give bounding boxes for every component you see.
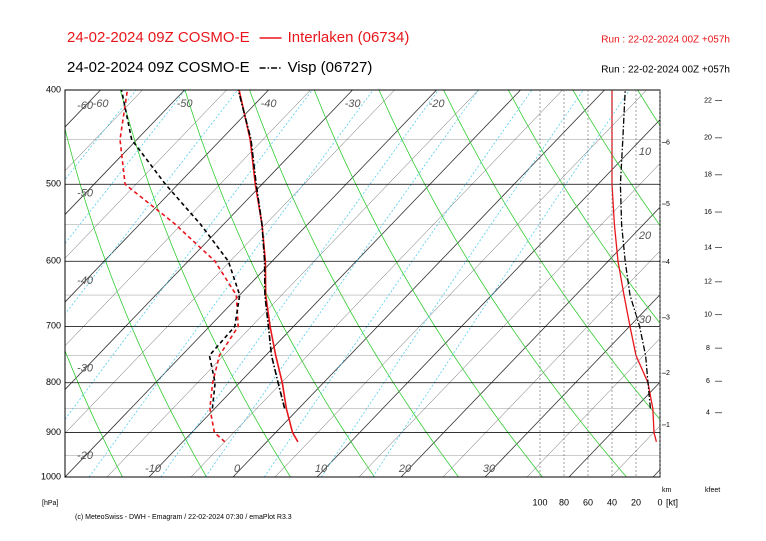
- kfeet-tick-label: 12: [704, 279, 712, 286]
- isotherm: [65, 90, 395, 434]
- isotherm: [65, 90, 143, 172]
- isotherm-label: 30: [483, 463, 496, 475]
- legend-model: 24-02-2024 09Z COSMO-E: [67, 59, 250, 76]
- isotherm: [232, 90, 605, 477]
- kfeet-tick-label: 14: [704, 245, 712, 252]
- isotherm: [106, 90, 479, 477]
- isotherm: [484, 294, 660, 477]
- y-tick-label: 1000: [41, 471, 61, 481]
- y-tick-label: 400: [46, 84, 61, 94]
- run-info: Run : 22-02-2024 00Z +057h: [601, 65, 730, 76]
- km-tick-label: 4: [666, 259, 670, 266]
- run-info: Run : 22-02-2024 00Z +057h: [601, 35, 730, 46]
- kfeet-tick-label: 18: [704, 172, 712, 179]
- kfeet-tick-label: 20: [704, 135, 712, 142]
- isotherm-label: 10: [315, 463, 328, 475]
- wind-unit: [kt]: [666, 497, 678, 507]
- right-label: 10: [639, 146, 652, 158]
- isotherm-label: -50: [77, 188, 94, 200]
- isotherm: [274, 90, 647, 477]
- isotherm-label: -20: [77, 450, 94, 462]
- wind-tick-label: 100: [532, 497, 547, 507]
- km-tick-label: 5: [666, 201, 670, 208]
- isotherm: [316, 119, 660, 477]
- isotherm-label: -20: [429, 98, 446, 110]
- temperature-line: [237, 90, 286, 409]
- y-axis-label: [hPa]: [42, 500, 58, 507]
- wind-tick-label: 80: [559, 497, 569, 507]
- isotherm: [568, 381, 660, 477]
- isotherm-label: -30: [345, 98, 362, 110]
- isotherm-label: -10: [145, 463, 162, 475]
- km-tick-label: 2: [666, 370, 670, 377]
- curves: [119, 90, 658, 443]
- km-label: km: [662, 487, 672, 494]
- km-tick-label: 3: [666, 315, 670, 322]
- wind-speed-line: [619, 90, 652, 409]
- kfeet-tick-label: 22: [704, 97, 712, 104]
- isotherm: [190, 90, 563, 477]
- right-label: 30: [639, 314, 652, 326]
- legend-name: Interlaken (06734): [288, 29, 410, 46]
- kfeet-tick-label: 8: [706, 345, 710, 352]
- y-tick-label: 500: [46, 179, 61, 189]
- isotherm: [65, 90, 311, 347]
- y-tick-label: 600: [46, 256, 61, 266]
- dewpoint-line: [120, 90, 241, 409]
- isotherm-label: -60: [93, 98, 110, 110]
- kfeet-tick-label: 6: [706, 378, 710, 385]
- isotherm-label: 20: [398, 463, 412, 475]
- km-tick-label: 6: [666, 139, 670, 146]
- kfeet-label: kfeet: [705, 487, 720, 494]
- isotherm: [526, 338, 660, 477]
- legend-name: Visp (06727): [288, 59, 373, 76]
- grid: [65, 90, 660, 477]
- y-tick-label: 800: [46, 377, 61, 387]
- temperature-line: [238, 90, 299, 443]
- footer: (c) MeteoSwiss - DWH - Emagram / 22-02-2…: [75, 514, 292, 521]
- wind-speed-line: [611, 90, 658, 442]
- legend-model: 24-02-2024 09Z COSMO-E: [67, 29, 250, 46]
- isotherm-label: -50: [177, 98, 194, 110]
- wind-tick-label: 20: [631, 497, 641, 507]
- isotherm-label: -40: [261, 98, 278, 110]
- right-label: 20: [638, 230, 652, 242]
- isotherm-label: 0: [234, 463, 241, 475]
- isotherm: [65, 90, 437, 477]
- km-tick-label: 1: [666, 422, 670, 429]
- wind-tick-label: 40: [607, 497, 617, 507]
- wind-tick-label: 0: [657, 497, 662, 507]
- kfeet-tick-label: 10: [704, 312, 712, 319]
- y-tick-label: 700: [46, 321, 61, 331]
- kfeet-tick-label: 4: [706, 410, 710, 417]
- isotherm-label: -40: [77, 275, 94, 287]
- y-tick-label: 900: [46, 427, 61, 437]
- isotherm: [358, 163, 660, 477]
- isotherm-label: -60: [77, 100, 94, 112]
- isotherm: [65, 90, 227, 259]
- isotherm: [400, 206, 660, 477]
- isotherm: [65, 90, 185, 216]
- kfeet-tick-label: 16: [704, 209, 712, 216]
- isotherm-label: -30: [77, 363, 94, 375]
- wind-tick-label: 60: [583, 497, 593, 507]
